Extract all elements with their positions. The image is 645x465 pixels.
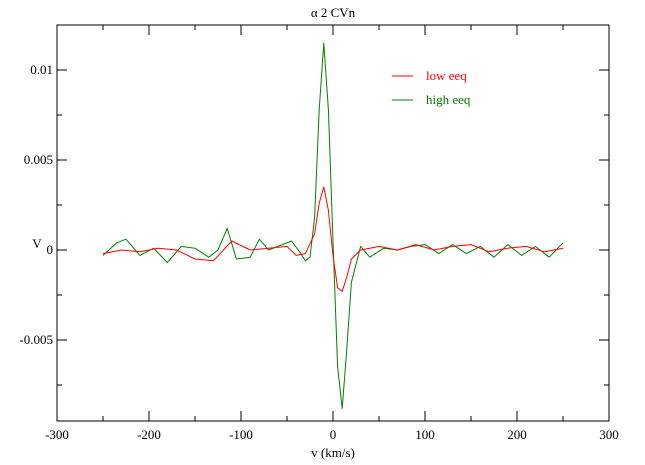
- legend-label: low eeq: [426, 68, 467, 83]
- chart-title: α 2 CVn: [311, 5, 356, 20]
- legend-label: high eeq: [426, 92, 471, 107]
- x-tick-label: 100: [415, 427, 435, 442]
- plot-frame: [56, 24, 610, 422]
- x-tick-label: 300: [599, 427, 619, 442]
- x-tick-label: 0: [330, 427, 337, 442]
- x-tick-label: -300: [45, 427, 69, 442]
- series-lines: [102, 42, 564, 409]
- x-tick-label: 200: [507, 427, 527, 442]
- y-tick-label: -0.005: [19, 332, 53, 347]
- axis-ticks: -300 -200 -100 0 100 200 300 -0.005 0 0.005 0.01: [19, 25, 619, 442]
- y-tick-label: 0.005: [24, 152, 53, 167]
- x-axis-label: v (km/s): [311, 445, 355, 460]
- y-tick-label: 0.01: [30, 62, 53, 77]
- legend: low eeq high eeq: [392, 68, 471, 107]
- x-tick-label: -100: [229, 427, 253, 442]
- y-tick-label: 0: [47, 242, 54, 257]
- low-eeq-line: [102, 186, 564, 292]
- high-eeq-line: [102, 42, 564, 409]
- x-tick-label: -200: [137, 427, 161, 442]
- y-axis-label: V: [32, 236, 42, 251]
